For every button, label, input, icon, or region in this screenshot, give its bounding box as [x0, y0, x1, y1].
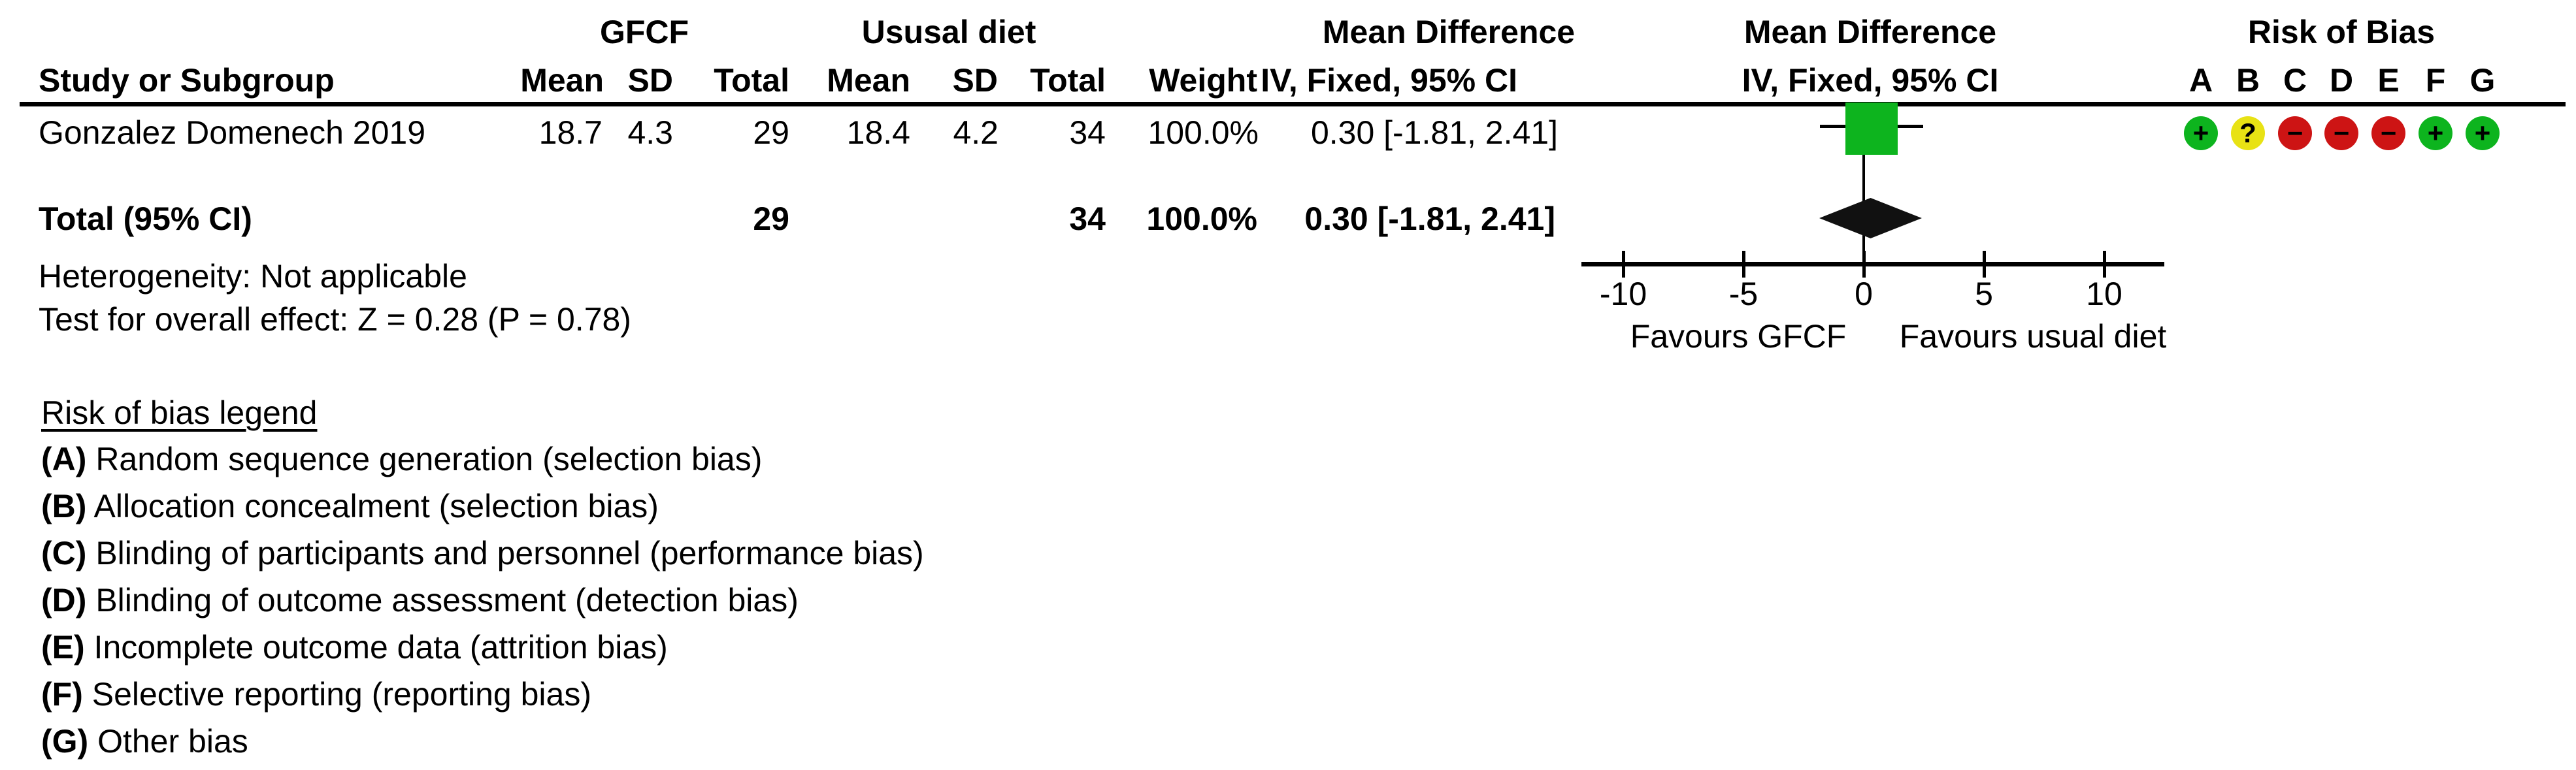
tick-label-4: 5	[1975, 276, 1993, 312]
legend-title: Risk of bias legend	[41, 394, 318, 431]
tick-label-2: -5	[1728, 276, 1759, 312]
legend-item-f: (F) Selective reporting (reporting bias)	[41, 676, 591, 713]
study-mean-2: 18.4	[846, 114, 910, 151]
study-weight: 100.0%	[1148, 114, 1259, 151]
plot-subtitle: IV, Fixed, 95% CI	[1742, 62, 1999, 99]
rob-letter-a: A	[2188, 62, 2213, 99]
total-total-1: 29	[753, 201, 789, 237]
rob-icon-e-high-risk: −	[2371, 116, 2405, 150]
total-ci-text: 0.30 [-1.81, 2.41]	[1304, 201, 1555, 237]
study-ci-text: 0.30 [-1.81, 2.41]	[1310, 114, 1558, 151]
zero-line	[1862, 106, 1865, 265]
column-header-sd-2: SD	[952, 62, 998, 99]
total-total-2: 34	[1069, 201, 1106, 237]
effect-column-title: Mean Difference	[1322, 14, 1576, 50]
axis-tick-3	[1862, 251, 1866, 278]
column-header-total-2: Total	[1030, 62, 1106, 99]
risk-of-bias-title: Risk of Bias	[2247, 14, 2436, 50]
rob-letter-e: E	[2377, 62, 2400, 99]
axis-tick-2	[1742, 251, 1745, 278]
study-mean-1: 18.7	[538, 114, 603, 151]
rob-icon-g-low-risk: +	[2466, 116, 2500, 150]
column-header-study: Study or Subgroup	[39, 62, 335, 99]
heterogeneity-line: Heterogeneity: Not applicable	[39, 258, 467, 295]
effect-square	[1845, 103, 1898, 155]
axis-tick-5	[2103, 251, 2106, 278]
favours-left-label: Favours GFCF	[1630, 318, 1847, 355]
x-axis	[1581, 262, 2164, 266]
tick-label-3: 0	[1855, 276, 1873, 312]
total-label: Total (95% CI)	[39, 201, 252, 237]
group2-header: Ususal diet	[861, 14, 1036, 50]
column-header-weight: Weight	[1149, 62, 1257, 99]
header-rule	[20, 102, 2566, 106]
total-weight: 100.0%	[1146, 201, 1257, 237]
study-total-1: 29	[753, 114, 789, 151]
axis-tick-1	[1622, 251, 1625, 278]
group1-header: GFCF	[599, 14, 689, 50]
column-header-total-1: Total	[714, 62, 789, 99]
rob-letter-c: C	[2283, 62, 2307, 99]
rob-letter-g: G	[2469, 62, 2496, 99]
legend-item-d: (D) Blinding of outcome assessment (dete…	[41, 582, 799, 618]
rob-icon-a-low-risk: +	[2184, 116, 2218, 150]
favours-right-label: Favours usual diet	[1899, 318, 2167, 355]
legend-item-g: (G) Other bias	[41, 723, 248, 760]
column-header-sd-1: SD	[627, 62, 673, 99]
plot-title: Mean Difference	[1743, 14, 1997, 50]
rob-letter-f: F	[2425, 62, 2446, 99]
column-header-mean-1: Mean	[520, 62, 604, 99]
study-sd-2: 4.2	[953, 114, 999, 151]
tick-label-5: 10	[2086, 276, 2122, 312]
rob-letter-d: D	[2329, 62, 2354, 99]
legend-item-a: (A) Random sequence generation (selectio…	[41, 441, 763, 477]
legend-item-b: (B) Allocation concealment (selection bi…	[41, 488, 659, 524]
rob-icon-d-high-risk: −	[2324, 116, 2358, 150]
column-header-ci: IV, Fixed, 95% CI	[1261, 62, 1517, 99]
legend-item-c: (C) Blinding of participants and personn…	[41, 535, 924, 571]
study-name: Gonzalez Domenech 2019	[39, 114, 426, 151]
legend-item-e: (E) Incomplete outcome data (attrition b…	[41, 629, 668, 666]
study-sd-1: 4.3	[627, 114, 673, 151]
study-total-2: 34	[1069, 114, 1106, 151]
rob-icon-b-unclear-risk: ?	[2231, 116, 2265, 150]
rob-letter-b: B	[2236, 62, 2260, 99]
pooled-diamond	[1819, 198, 1922, 238]
column-header-mean-2: Mean	[827, 62, 910, 99]
tick-label-1: -10	[1599, 276, 1647, 312]
rob-icon-c-high-risk: −	[2278, 116, 2312, 150]
overall-effect-line: Test for overall effect: Z = 0.28 (P = 0…	[39, 301, 631, 338]
axis-tick-4	[1983, 251, 1986, 278]
rob-icon-f-low-risk: +	[2419, 116, 2452, 150]
